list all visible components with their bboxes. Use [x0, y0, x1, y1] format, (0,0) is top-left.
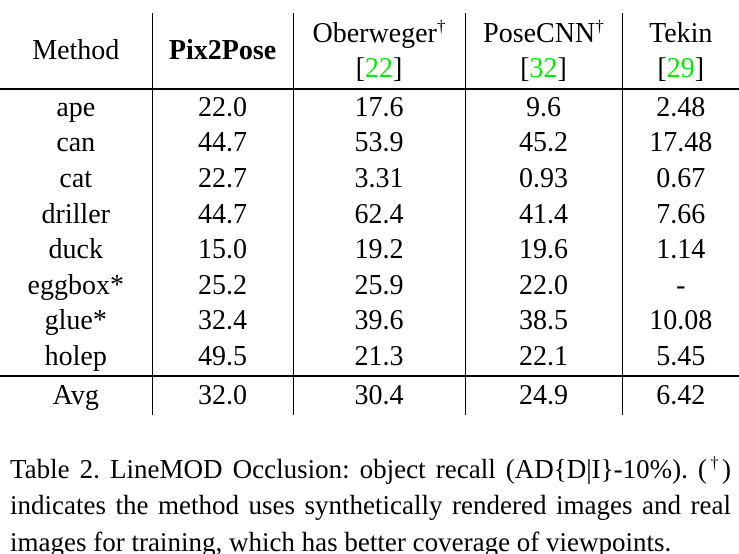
results-table: Method Pix2Pose Oberweger† [22] PoseCNN† [32]…: [0, 13, 739, 415]
table-row-driller: driller 44.7 62.4 41.4 7.66: [0, 196, 739, 233]
value-cell: 17.48: [621, 125, 739, 162]
table-header-row: Method Pix2Pose Oberweger† [22] PoseCNN† [32]…: [0, 13, 739, 90]
table-row-duck: duck 15.0 19.2 19.6 1.14: [0, 232, 739, 268]
value-cell: 9.6: [464, 89, 622, 126]
header-cell-oberweger: Oberweger† [22]: [292, 13, 465, 90]
method-cell: ape: [56, 91, 96, 123]
value-cell: 49.5: [151, 339, 293, 376]
value-cell: 22.7: [151, 161, 293, 197]
value-cell: 25.2: [151, 267, 293, 304]
method-cell: duck: [48, 234, 103, 266]
table-body: ape 22.0 17.6 9.6 2.48 can 44.7 53.9 45.2 17.48 ca…: [0, 89, 739, 415]
caption-line: Table 2. LineMOD Occlusion: object recal…: [10, 452, 731, 484]
value-cell: 10.08: [621, 303, 739, 340]
value-cell: 17.6: [292, 89, 465, 126]
value-cell: 30.4: [292, 374, 465, 415]
column-title: Oberweger†: [312, 16, 446, 49]
citation: [32]: [520, 53, 567, 84]
table-row-glue: glue* 32.4 39.6 38.5 10.08: [0, 303, 739, 340]
table-row-avg: Avg 32.0 30.4 24.9 6.42: [0, 374, 739, 415]
header-cell-posecnn: PoseCNN† [32]: [464, 13, 622, 90]
value-cell: 24.9: [464, 374, 622, 415]
value-cell: -: [621, 267, 739, 304]
method-cell: eggbox*: [27, 269, 124, 301]
column-title: Pix2Pose: [168, 34, 277, 66]
value-cell: 19.6: [464, 232, 622, 268]
method-cell: Avg: [0, 374, 152, 415]
value-cell: 19.2: [292, 232, 465, 268]
value-cell: 5.45: [621, 339, 739, 376]
dagger-icon: †: [436, 16, 446, 36]
value-cell: 53.9: [292, 125, 465, 162]
method-cell: driller: [41, 198, 110, 230]
column-title: Tekin: [649, 18, 713, 49]
value-cell: 1.14: [621, 232, 739, 268]
header-cell-pix2pose: Pix2Pose: [151, 13, 293, 90]
value-cell: 22.0: [151, 89, 293, 126]
value-cell: 2.48: [621, 89, 739, 126]
value-cell: 32.4: [151, 303, 293, 340]
table-row-holep: holep 49.5 21.3 22.1 5.45: [0, 339, 739, 376]
citation-link[interactable]: 32: [529, 53, 558, 84]
citation: [22]: [355, 53, 403, 84]
method-cell: glue*: [44, 305, 107, 337]
caption-line: indicates the method uses synthetically …: [10, 490, 731, 521]
value-cell: 41.4: [464, 196, 622, 233]
value-cell: 22.1: [464, 339, 622, 376]
value-cell: 32.0: [151, 374, 293, 415]
citation-link[interactable]: 22: [365, 53, 393, 84]
value-cell: 44.7: [151, 196, 293, 233]
value-cell: 7.66: [621, 196, 739, 233]
value-cell: 25.9: [292, 267, 465, 304]
method-cell: cat: [59, 162, 93, 194]
table-row-eggbox: eggbox* 25.2 25.9 22.0-: [0, 267, 739, 304]
value-cell: 62.4: [292, 196, 465, 233]
table-row-can: can 44.7 53.9 45.2 17.48: [0, 125, 739, 162]
citation-link[interactable]: 29: [666, 53, 695, 84]
value-cell: 39.6: [292, 303, 465, 340]
value-cell: 6.42: [621, 374, 739, 415]
caption-line: images for training, which has better co…: [10, 526, 672, 554]
value-cell: 22.0: [464, 267, 622, 304]
column-title: Method: [32, 34, 120, 66]
table-row-ape: ape 22.0 17.6 9.6 2.48: [0, 89, 739, 126]
value-cell: 3.31: [292, 161, 465, 197]
table-caption: Table 2. LineMOD Occlusion: object recal…: [10, 451, 731, 554]
method-cell: can: [56, 127, 96, 159]
value-cell: 38.5: [464, 303, 622, 340]
header-cell-tekin: Tekin [29]: [621, 13, 739, 90]
value-cell: 21.3: [292, 339, 465, 376]
dagger-icon: †: [706, 452, 722, 472]
header-cell-method: Method: [0, 13, 152, 90]
value-cell: 45.2: [464, 125, 622, 162]
method-cell: holep: [44, 340, 107, 372]
table-row-cat: cat 22.7 3.31 0.93 0.67: [0, 161, 739, 197]
column-title: PoseCNN†: [483, 16, 604, 49]
value-cell: 0.93: [464, 161, 622, 197]
dagger-icon: †: [595, 16, 604, 36]
value-cell: 44.7: [151, 125, 293, 162]
value-cell: 15.0: [151, 232, 293, 268]
citation: [29]: [657, 53, 705, 84]
value-cell: 0.67: [621, 161, 739, 197]
